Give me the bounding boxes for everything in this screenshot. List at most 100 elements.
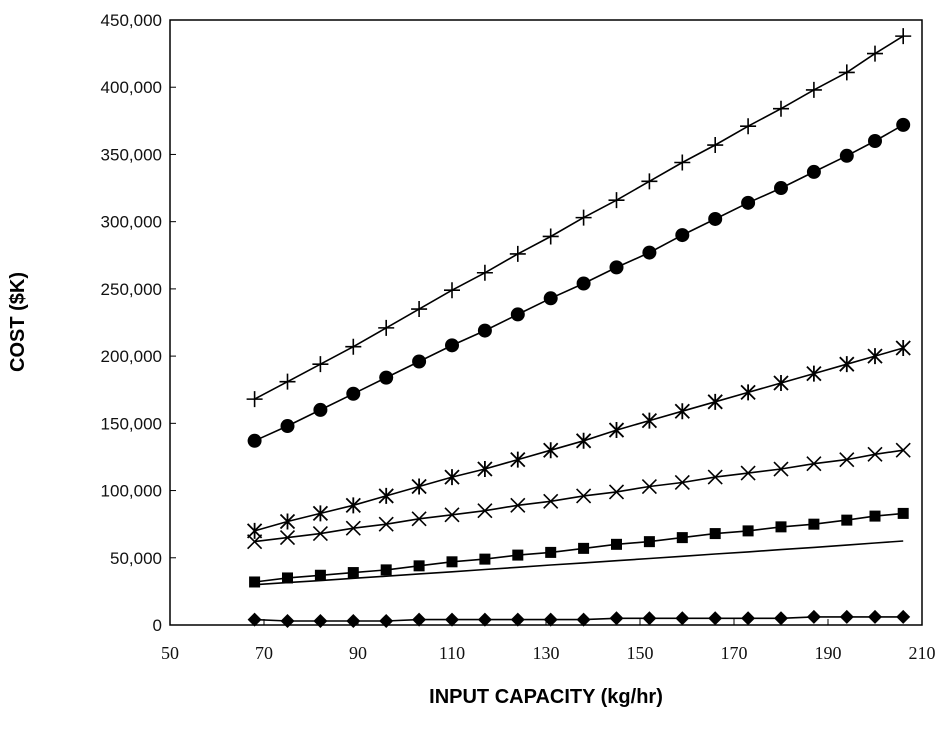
data-point [897,507,909,519]
x-axis-title: INPUT CAPACITY (kg/hr) [429,686,663,708]
data-point [279,513,296,530]
data-point [895,28,912,45]
data-point [896,609,911,624]
data-point [380,564,392,576]
data-point [314,569,326,581]
data-point [839,356,855,373]
y-tick-label: 250,000 [101,280,162,299]
data-point [247,612,262,627]
x-tick-label: 170 [721,643,748,663]
data-point [246,391,263,408]
data-point [312,356,329,373]
x-tick-label: 210 [909,643,936,663]
data-point [641,412,658,429]
y-tick-label: 200,000 [101,347,162,366]
data-point [412,612,427,627]
y-tick-label: 350,000 [101,145,162,164]
data-point [345,497,361,514]
data-point [444,469,460,486]
data-point [476,264,493,281]
y-tick-label: 100,000 [101,482,162,501]
data-point [543,612,558,627]
data-point [741,195,756,210]
data-point [279,373,296,390]
data-point [867,348,883,365]
data-point [282,572,293,584]
data-point [578,542,590,554]
data-point [444,507,460,523]
x-tick-label: 190 [815,643,842,663]
x-tick-label: 130 [533,643,560,663]
data-point [347,567,359,579]
x-tick-label: 110 [439,643,465,663]
data-point [806,609,821,624]
data-point [510,612,525,627]
data-point [575,432,592,449]
data-point [346,386,361,401]
data-point [838,64,855,81]
data-point [576,488,592,504]
data-point [808,518,820,530]
data-point [774,611,788,626]
data-point [806,365,822,382]
data-point [413,560,425,572]
data-point [642,245,657,260]
plot-area-frame [169,19,923,626]
data-point [477,503,493,519]
data-point [313,402,328,417]
data-point [247,433,262,448]
data-point [839,148,854,163]
data-point [446,556,458,568]
data-point [411,301,428,318]
data-point [868,609,882,624]
data-point [868,134,882,148]
data-point [839,452,855,468]
data-point [543,442,559,459]
data-point [708,211,723,226]
data-point [773,461,789,477]
data-point [345,338,362,355]
data-point [378,319,395,336]
series-1 [246,28,912,408]
data-point [510,307,525,322]
data-point [608,192,625,209]
series-layer [246,28,912,628]
data-point [609,260,624,275]
data-point [378,487,394,504]
data-point [674,154,691,171]
data-point [543,291,558,306]
data-point [312,526,328,542]
y-tick-label: 50,000 [110,549,162,568]
data-point [247,534,263,550]
data-point [896,117,911,132]
data-point [280,419,295,434]
x-tick-label: 150 [627,643,654,663]
data-point [773,375,789,391]
y-axis-ticks: 0 50,000 100,000 150,000 200,000 250,000 300,0… [101,11,176,635]
series-4 [247,442,911,550]
data-point [246,522,263,539]
data-point [313,613,328,628]
data-point [740,465,756,481]
data-point [708,611,723,626]
data-point [869,510,881,522]
x-tick-label: 70 [255,643,273,663]
data-point [839,609,854,624]
x-tick-label: 50 [161,643,179,663]
data-point [412,354,427,369]
data-point [608,484,625,500]
data-point [345,520,361,536]
data-point [742,525,754,537]
data-point [676,532,688,544]
y-tick-label: 0 [153,616,162,635]
data-point [774,181,788,196]
data-point [805,81,822,98]
data-point [279,530,296,546]
data-point [709,528,721,540]
series-3 [246,340,911,539]
data-point [642,611,657,626]
data-point [674,474,690,491]
data-point [545,546,557,558]
series-7 [247,609,911,628]
